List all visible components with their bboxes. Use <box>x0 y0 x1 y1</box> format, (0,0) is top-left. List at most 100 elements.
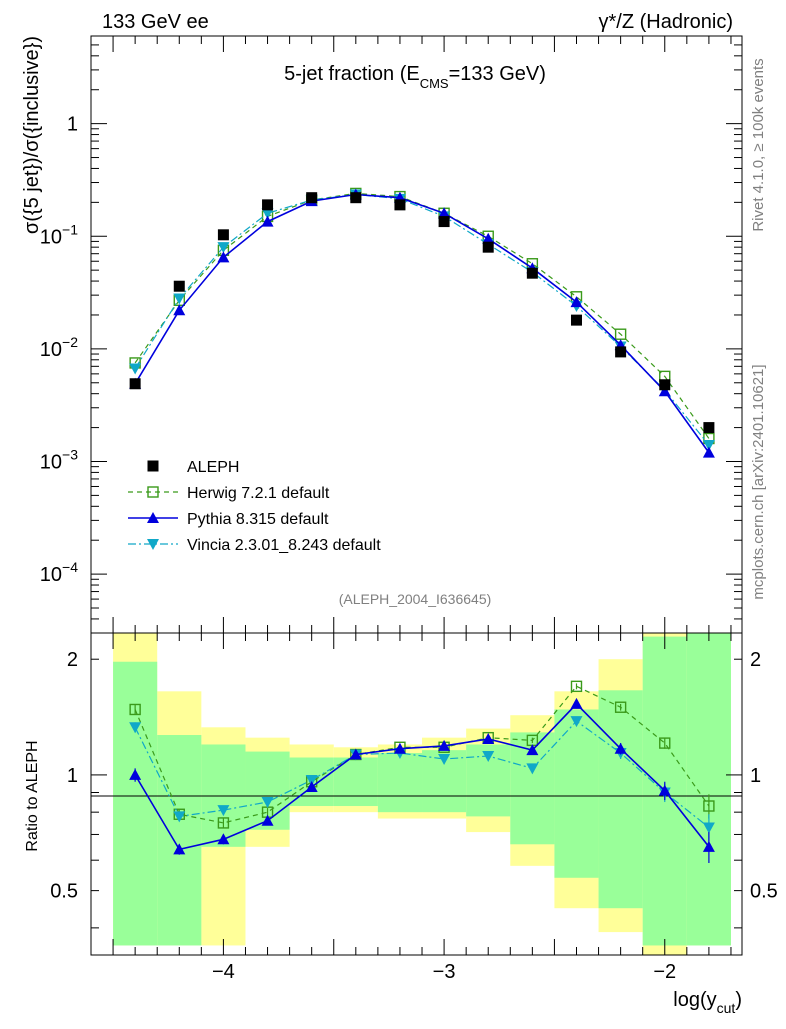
ratio-band-stat <box>333 757 378 807</box>
main-line-pythia <box>134 193 710 454</box>
main-point-aleph <box>570 314 582 326</box>
main-point-pythia <box>658 385 671 397</box>
x-axis-label-prefix: log(y <box>673 989 716 1011</box>
ratio-y-tick-label-left: 0.5 <box>50 881 78 903</box>
main-point-aleph <box>217 229 229 241</box>
main-point-aleph <box>262 199 274 211</box>
ratio-point-pythia <box>129 768 142 780</box>
legend-label-aleph: ALEPH <box>187 459 239 476</box>
legend-label-pythia: Pythia 8.315 default <box>187 511 329 528</box>
main-point-aleph <box>615 346 627 358</box>
ratio-line-vincia <box>134 720 710 828</box>
main-point-aleph <box>129 378 141 390</box>
main-point-pythia <box>261 215 274 227</box>
ratio-point-pythia <box>217 833 230 845</box>
ratio-point-vincia <box>438 754 451 766</box>
main-y-tick-base: 1 <box>67 114 78 136</box>
main-point-aleph <box>173 280 185 292</box>
ratio-point-vincia <box>305 774 318 786</box>
ratio-line-herwig <box>134 685 710 824</box>
ratio-y-tick-label-right: 2 <box>750 649 761 671</box>
main-point-aleph <box>350 192 362 204</box>
main-y-tick-label: 10−3 <box>40 446 78 473</box>
main-y-tick-label: 10−1 <box>40 221 78 248</box>
ratio-point-pythia <box>305 781 318 793</box>
main-point-aleph <box>526 267 538 279</box>
ratio-point-vincia <box>129 722 142 734</box>
legend-marker-pythia <box>147 512 159 523</box>
main-point-vincia <box>217 242 230 254</box>
rivet-version-label: Rivet 4.1.0, ≥ 100k events <box>750 58 767 231</box>
main-y-tick-label: 1 <box>67 114 78 136</box>
ratio-plot-marks <box>129 680 715 863</box>
ratio-point-herwig <box>659 737 671 749</box>
mcplots-label: mcplots.cern.ch [arXiv:2401.10621] <box>750 364 767 599</box>
main-point-pythia <box>438 207 451 219</box>
ratio-x-tick-label: −3 <box>433 961 456 983</box>
ratio-point-pythia <box>526 744 539 756</box>
ratio-point-vincia <box>217 805 230 817</box>
main-point-aleph <box>438 216 450 228</box>
ratio-point-pythia <box>482 733 495 745</box>
main-plot-panel: 110−110−210−310−4 5-jet fraction (ECMS=1… <box>21 35 743 634</box>
ratio-point-pythia <box>393 742 406 754</box>
header-right-label: γ*/Z (Hadronic) <box>599 11 733 33</box>
legend: ALEPH Herwig 7.2.1 default Pythia 8.315 de… <box>128 459 381 554</box>
ratio-y-tick-label-right: 1 <box>750 765 761 787</box>
ratio-line-pythia <box>134 702 710 851</box>
ratio-y-tick-label-left: 2 <box>67 649 78 671</box>
main-point-pythia <box>570 296 583 308</box>
ratio-point-herwig <box>703 800 715 812</box>
ratio-band-stat <box>377 753 423 813</box>
main-point-aleph <box>703 422 715 434</box>
main-point-pythia <box>217 251 230 263</box>
main-point-pythia <box>702 446 715 458</box>
main-point-aleph <box>394 199 406 211</box>
legend-label-vincia: Vincia 2.3.01_8.243 default <box>187 537 381 554</box>
main-line-herwig <box>134 192 710 439</box>
x-axis-label-suffix: ) <box>735 989 742 1011</box>
ratio-axis-ticks: −4 −3 −2 2 2 1 1 0.5 0.5 <box>50 633 778 983</box>
ratio-point-vincia <box>570 716 583 728</box>
ratio-point-herwig <box>614 701 627 713</box>
main-point-pythia <box>173 304 186 316</box>
ratio-plot-frame <box>90 632 743 956</box>
main-y-tick-base: 10 <box>40 339 62 361</box>
ratio-point-vincia <box>261 797 274 809</box>
main-point-vincia <box>261 208 274 220</box>
ratio-point-vincia <box>482 750 495 762</box>
ratio-band-stat <box>554 709 599 878</box>
ratio-point-pythia <box>438 739 451 751</box>
ratio-y-axis-label: Ratio to ALEPH <box>24 740 41 851</box>
ratio-point-vincia <box>702 822 715 834</box>
main-y-tick-exponent: −2 <box>62 334 78 350</box>
ratio-plot-panel: −4 −3 −2 2 2 1 1 0.5 0.5 Ratio to ALEPH log(ycut… <box>24 632 778 1016</box>
main-y-tick-base: 10 <box>40 451 62 473</box>
main-point-aleph <box>482 241 494 253</box>
main-axis-ticks: 110−110−210−310−4 <box>40 35 742 634</box>
ratio-point-vincia <box>526 763 539 775</box>
main-point-vincia <box>173 293 186 305</box>
main-point-vincia <box>129 363 142 375</box>
main-point-vincia <box>702 440 715 452</box>
legend-marker-herwig <box>147 486 159 498</box>
ratio-point-pythia <box>614 742 627 754</box>
main-point-aleph <box>306 192 318 204</box>
legend-label-herwig: Herwig 7.2.1 default <box>187 485 330 502</box>
ratio-point-pythia <box>349 748 362 760</box>
ratio-point-pythia <box>261 814 274 826</box>
main-plot-marks <box>129 187 715 458</box>
x-axis-label: log(ycut) <box>673 989 742 1016</box>
ratio-point-pythia <box>570 697 583 709</box>
main-y-axis-label: σ({5 jet})/σ({inclusive}) <box>21 36 43 234</box>
ratio-band-stat <box>686 633 731 946</box>
ratio-point-herwig <box>129 703 141 716</box>
main-y-tick-exponent: −1 <box>62 221 78 237</box>
ratio-point-herwig <box>570 680 583 693</box>
analysis-watermark: (ALEPH_2004_I636645) <box>339 591 492 607</box>
title-suffix: =133 GeV) <box>449 63 546 85</box>
main-y-tick-exponent: −4 <box>62 559 78 575</box>
main-plot-title: 5-jet fraction (ECMS=133 GeV) <box>284 63 546 91</box>
ratio-x-tick-label: −2 <box>653 961 676 983</box>
title-prefix: 5-jet fraction (E <box>284 63 420 85</box>
